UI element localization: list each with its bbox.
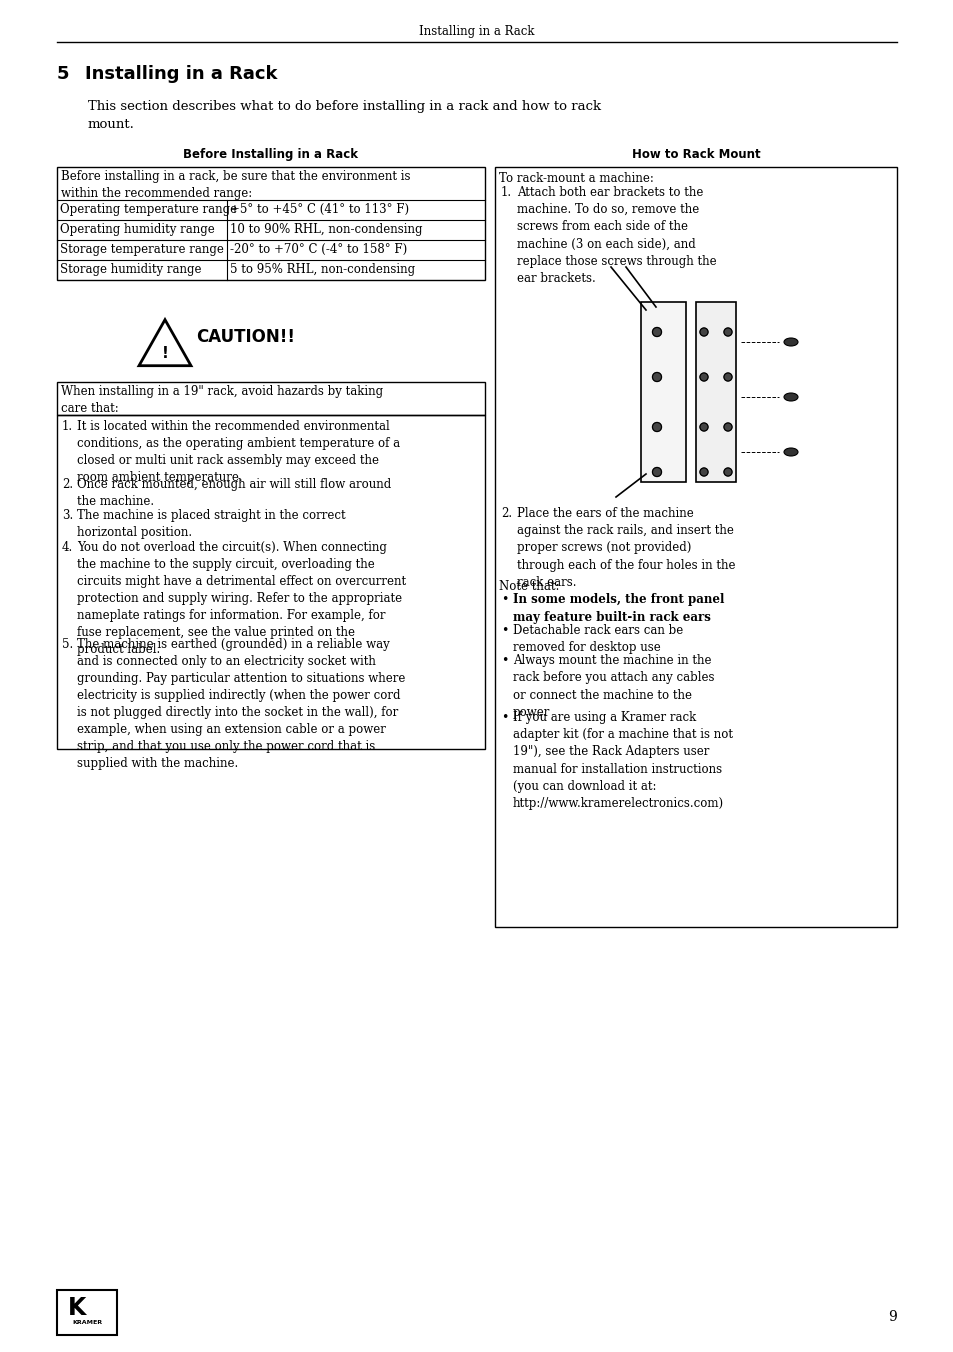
Polygon shape bbox=[139, 319, 191, 365]
Text: CAUTION!!: CAUTION!! bbox=[195, 329, 294, 346]
Text: !: ! bbox=[161, 346, 169, 361]
Circle shape bbox=[652, 422, 660, 431]
Text: 10 to 90% RHL, non-condensing: 10 to 90% RHL, non-condensing bbox=[230, 223, 422, 237]
Text: •: • bbox=[500, 654, 508, 668]
Text: 2.: 2. bbox=[62, 477, 73, 491]
Text: •: • bbox=[500, 594, 508, 607]
Circle shape bbox=[700, 468, 707, 476]
Text: Installing in a Rack: Installing in a Rack bbox=[85, 65, 277, 82]
Text: K: K bbox=[68, 1297, 86, 1320]
Text: 5 to 95% RHL, non-condensing: 5 to 95% RHL, non-condensing bbox=[230, 264, 415, 276]
Bar bbox=[57, 383, 484, 415]
Text: •: • bbox=[500, 623, 508, 637]
Circle shape bbox=[700, 373, 707, 381]
Text: 1.: 1. bbox=[500, 187, 512, 199]
Text: 1.: 1. bbox=[62, 420, 73, 433]
Text: When installing in a 19" rack, avoid hazards by taking
care that:: When installing in a 19" rack, avoid haz… bbox=[61, 385, 383, 415]
Text: Before installing in a rack, be sure that the environment is
within the recommen: Before installing in a rack, be sure tha… bbox=[61, 170, 410, 200]
Text: This section describes what to do before installing in a rack and how to rack
mo: This section describes what to do before… bbox=[88, 100, 600, 131]
Circle shape bbox=[723, 423, 731, 431]
Bar bbox=[57, 168, 484, 280]
Circle shape bbox=[723, 373, 731, 381]
Text: 9: 9 bbox=[887, 1310, 896, 1324]
Bar bbox=[640, 301, 685, 483]
Text: Note that:: Note that: bbox=[498, 580, 558, 592]
Ellipse shape bbox=[783, 338, 797, 346]
Circle shape bbox=[723, 329, 731, 337]
Text: •: • bbox=[500, 711, 508, 725]
Circle shape bbox=[652, 327, 660, 337]
Text: In some models, the front panel
may feature built-in rack ears: In some models, the front panel may feat… bbox=[513, 594, 723, 623]
Text: 3.: 3. bbox=[62, 510, 73, 522]
Text: Storage humidity range: Storage humidity range bbox=[60, 264, 201, 276]
Circle shape bbox=[700, 423, 707, 431]
Text: Operating humidity range: Operating humidity range bbox=[60, 223, 214, 237]
Circle shape bbox=[700, 329, 707, 337]
Text: You do not overload the circuit(s). When connecting
the machine to the supply ci: You do not overload the circuit(s). When… bbox=[77, 541, 406, 656]
Text: Detachable rack ears can be
removed for desktop use: Detachable rack ears can be removed for … bbox=[513, 623, 682, 654]
Text: -20° to +70° C (-4° to 158° F): -20° to +70° C (-4° to 158° F) bbox=[230, 243, 407, 256]
Bar bbox=[57, 1290, 117, 1334]
Text: If you are using a Kramer rack
adapter kit (for a machine that is not
19"), see : If you are using a Kramer rack adapter k… bbox=[513, 711, 732, 810]
Bar bbox=[57, 415, 484, 749]
Text: 2.: 2. bbox=[500, 507, 512, 521]
Text: It is located within the recommended environmental
conditions, as the operating : It is located within the recommended env… bbox=[77, 420, 399, 484]
Circle shape bbox=[723, 468, 731, 476]
Text: Attach both ear brackets to the
machine. To do so, remove the
screws from each s: Attach both ear brackets to the machine.… bbox=[517, 187, 716, 285]
Text: Operating temperature range: Operating temperature range bbox=[60, 203, 237, 216]
Text: 5.: 5. bbox=[62, 638, 73, 652]
Text: 4.: 4. bbox=[62, 541, 73, 553]
Circle shape bbox=[652, 373, 660, 381]
Text: Always mount the machine in the
rack before you attach any cables
or connect the: Always mount the machine in the rack bef… bbox=[513, 654, 714, 719]
Ellipse shape bbox=[783, 448, 797, 456]
Text: Before Installing in a Rack: Before Installing in a Rack bbox=[183, 147, 358, 161]
Text: To rack-mount a machine:: To rack-mount a machine: bbox=[498, 172, 653, 185]
Ellipse shape bbox=[783, 393, 797, 402]
Text: The machine is earthed (grounded) in a reliable way
and is connected only to an : The machine is earthed (grounded) in a r… bbox=[77, 638, 405, 771]
Circle shape bbox=[652, 468, 660, 476]
Text: Storage temperature range: Storage temperature range bbox=[60, 243, 224, 256]
Text: +5° to +45° C (41° to 113° F): +5° to +45° C (41° to 113° F) bbox=[230, 203, 409, 216]
Text: Place the ears of the machine
against the rack rails, and insert the
proper scre: Place the ears of the machine against th… bbox=[517, 507, 735, 589]
Text: Installing in a Rack: Installing in a Rack bbox=[418, 26, 535, 38]
Text: How to Rack Mount: How to Rack Mount bbox=[631, 147, 760, 161]
Bar bbox=[495, 168, 896, 927]
Text: KRAMER: KRAMER bbox=[71, 1320, 102, 1325]
Text: The machine is placed straight in the correct
horizontal position.: The machine is placed straight in the co… bbox=[77, 510, 345, 539]
Text: 5: 5 bbox=[57, 65, 70, 82]
Bar bbox=[696, 301, 735, 483]
Text: Once rack mounted, enough air will still flow around
the machine.: Once rack mounted, enough air will still… bbox=[77, 477, 391, 508]
